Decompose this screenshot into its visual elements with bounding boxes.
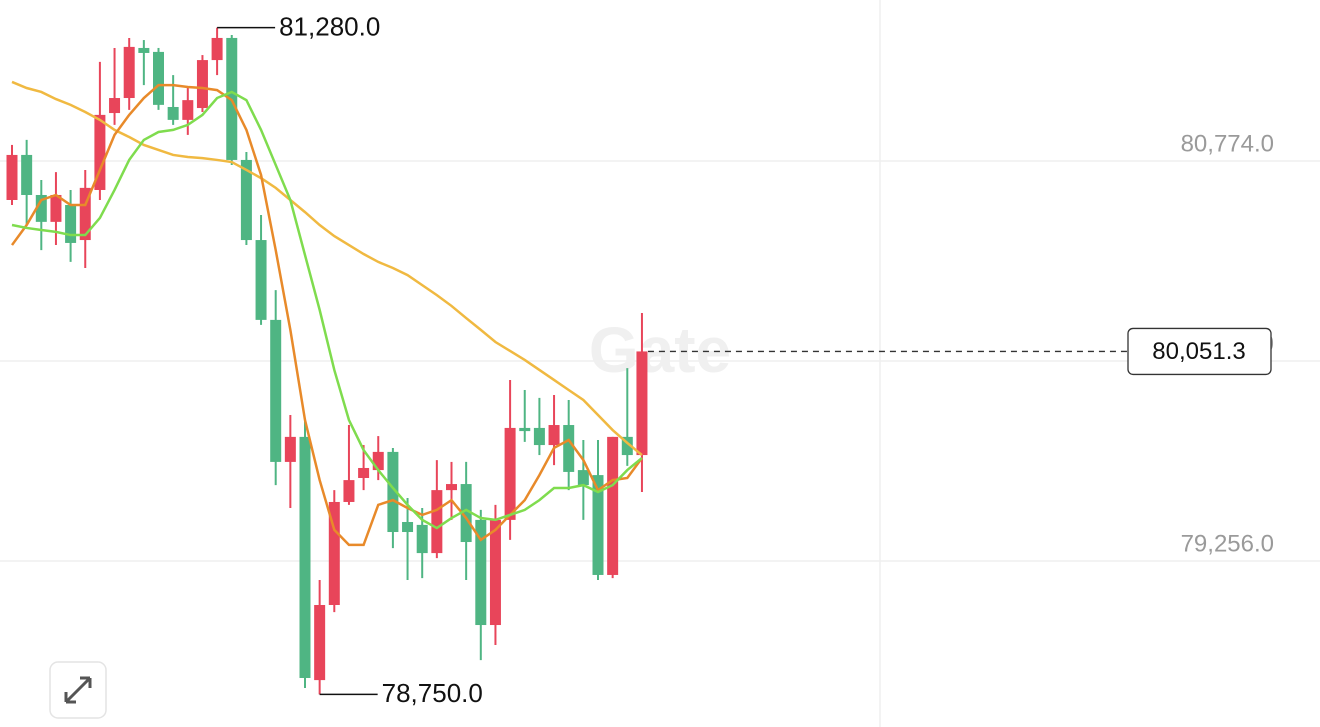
y-tick-label: 79,256.0 bbox=[1181, 530, 1274, 557]
candle-body bbox=[358, 467, 370, 478]
candle-body bbox=[577, 470, 589, 486]
candle-body bbox=[592, 475, 604, 575]
candle-body bbox=[475, 519, 487, 626]
candle-body bbox=[519, 427, 531, 432]
candle-body bbox=[94, 114, 106, 190]
candle-body bbox=[402, 521, 414, 533]
expand-icon bbox=[64, 676, 92, 704]
candle-body bbox=[621, 436, 633, 456]
candle-body bbox=[563, 425, 575, 472]
watermark: Gate bbox=[589, 314, 731, 386]
candle-body bbox=[431, 490, 443, 554]
high-label: 81,280.0 bbox=[279, 12, 380, 42]
low-label: 78,750.0 bbox=[382, 678, 483, 708]
candle-body bbox=[416, 524, 428, 554]
candle-body bbox=[284, 436, 296, 462]
candle-body bbox=[211, 37, 223, 61]
candle-body bbox=[255, 240, 267, 320]
candle-body bbox=[65, 205, 77, 243]
candle-body bbox=[460, 484, 472, 543]
current-price-label: 80,051.3 bbox=[1152, 338, 1245, 365]
candle-body bbox=[504, 427, 516, 520]
expand-button[interactable] bbox=[49, 661, 107, 719]
moving-average-line bbox=[11, 90, 643, 530]
candle-body bbox=[314, 604, 326, 681]
candle-body bbox=[240, 159, 252, 241]
candle-body bbox=[636, 351, 648, 456]
candle-body bbox=[153, 51, 164, 105]
candle-body bbox=[182, 100, 194, 120]
candle-body bbox=[270, 319, 282, 462]
candle-body bbox=[489, 519, 501, 626]
candle-body bbox=[299, 436, 311, 678]
candle-body bbox=[372, 451, 384, 471]
y-tick-label: 80,774.0 bbox=[1181, 130, 1274, 157]
candle-body bbox=[446, 484, 457, 491]
candle-body bbox=[21, 154, 33, 195]
candle-body bbox=[328, 501, 340, 605]
candle-body bbox=[533, 427, 545, 446]
candle-body bbox=[196, 60, 208, 109]
candle-body bbox=[35, 194, 47, 222]
candle-body bbox=[343, 480, 355, 502]
candle-body bbox=[387, 451, 399, 533]
candle-body bbox=[6, 154, 18, 200]
candle-body bbox=[138, 47, 150, 53]
current-price-box bbox=[1127, 327, 1272, 376]
candle-body bbox=[548, 425, 560, 446]
plot: 81,280.0 78,750.0 80,051.3 bbox=[6, 12, 1272, 708]
candle-body bbox=[123, 46, 135, 99]
moving-average-line bbox=[11, 80, 643, 457]
candle-body bbox=[167, 106, 179, 120]
candle-body bbox=[50, 194, 62, 222]
candle-body bbox=[109, 98, 121, 114]
candle-body bbox=[607, 436, 619, 575]
moving-average-line bbox=[10, 83, 643, 547]
candle-body bbox=[79, 187, 91, 241]
